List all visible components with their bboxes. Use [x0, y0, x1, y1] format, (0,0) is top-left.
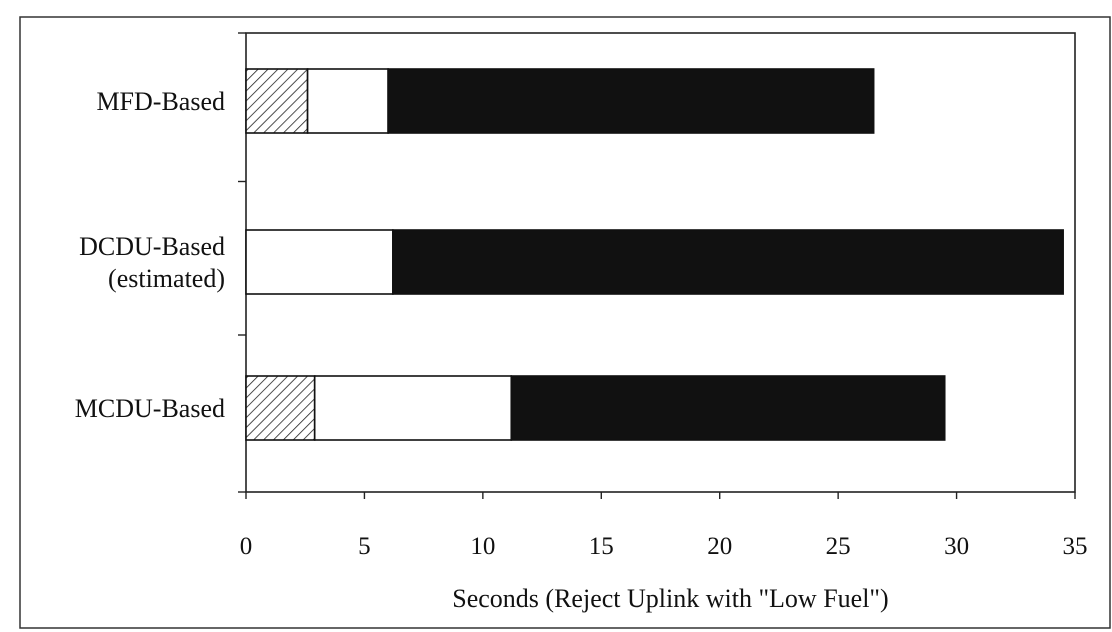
bar-segment — [245, 229, 394, 295]
x-tick-label: 10 — [470, 533, 495, 560]
bar-segment — [313, 375, 513, 441]
x-axis-title: Seconds (Reject Uplink with "Low Fuel") — [452, 584, 888, 613]
x-tick-label: 30 — [944, 533, 969, 560]
bar-segment — [245, 375, 316, 441]
x-tick-label: 15 — [589, 533, 614, 560]
x-tick-label: 0 — [240, 533, 253, 560]
bar-segment — [392, 229, 1064, 295]
x-tick-label: 25 — [826, 533, 851, 560]
plot-area: MFD-Based DCDU-Based (estimated) MCDU-Based… — [75, 32, 1088, 613]
x-tick-label: 35 — [1063, 533, 1088, 560]
bar-segment — [306, 68, 389, 134]
x-tick-label: 20 — [707, 533, 732, 560]
category-label: DCDU-Based — [79, 232, 225, 261]
category-label: MFD-Based — [96, 87, 225, 116]
bar-segment — [387, 68, 875, 134]
category-label: MCDU-Based — [75, 394, 225, 423]
category-label: (estimated) — [108, 264, 225, 293]
bar-segment — [510, 375, 946, 441]
bar-segment — [245, 68, 309, 134]
x-tick-label: 5 — [358, 533, 371, 560]
